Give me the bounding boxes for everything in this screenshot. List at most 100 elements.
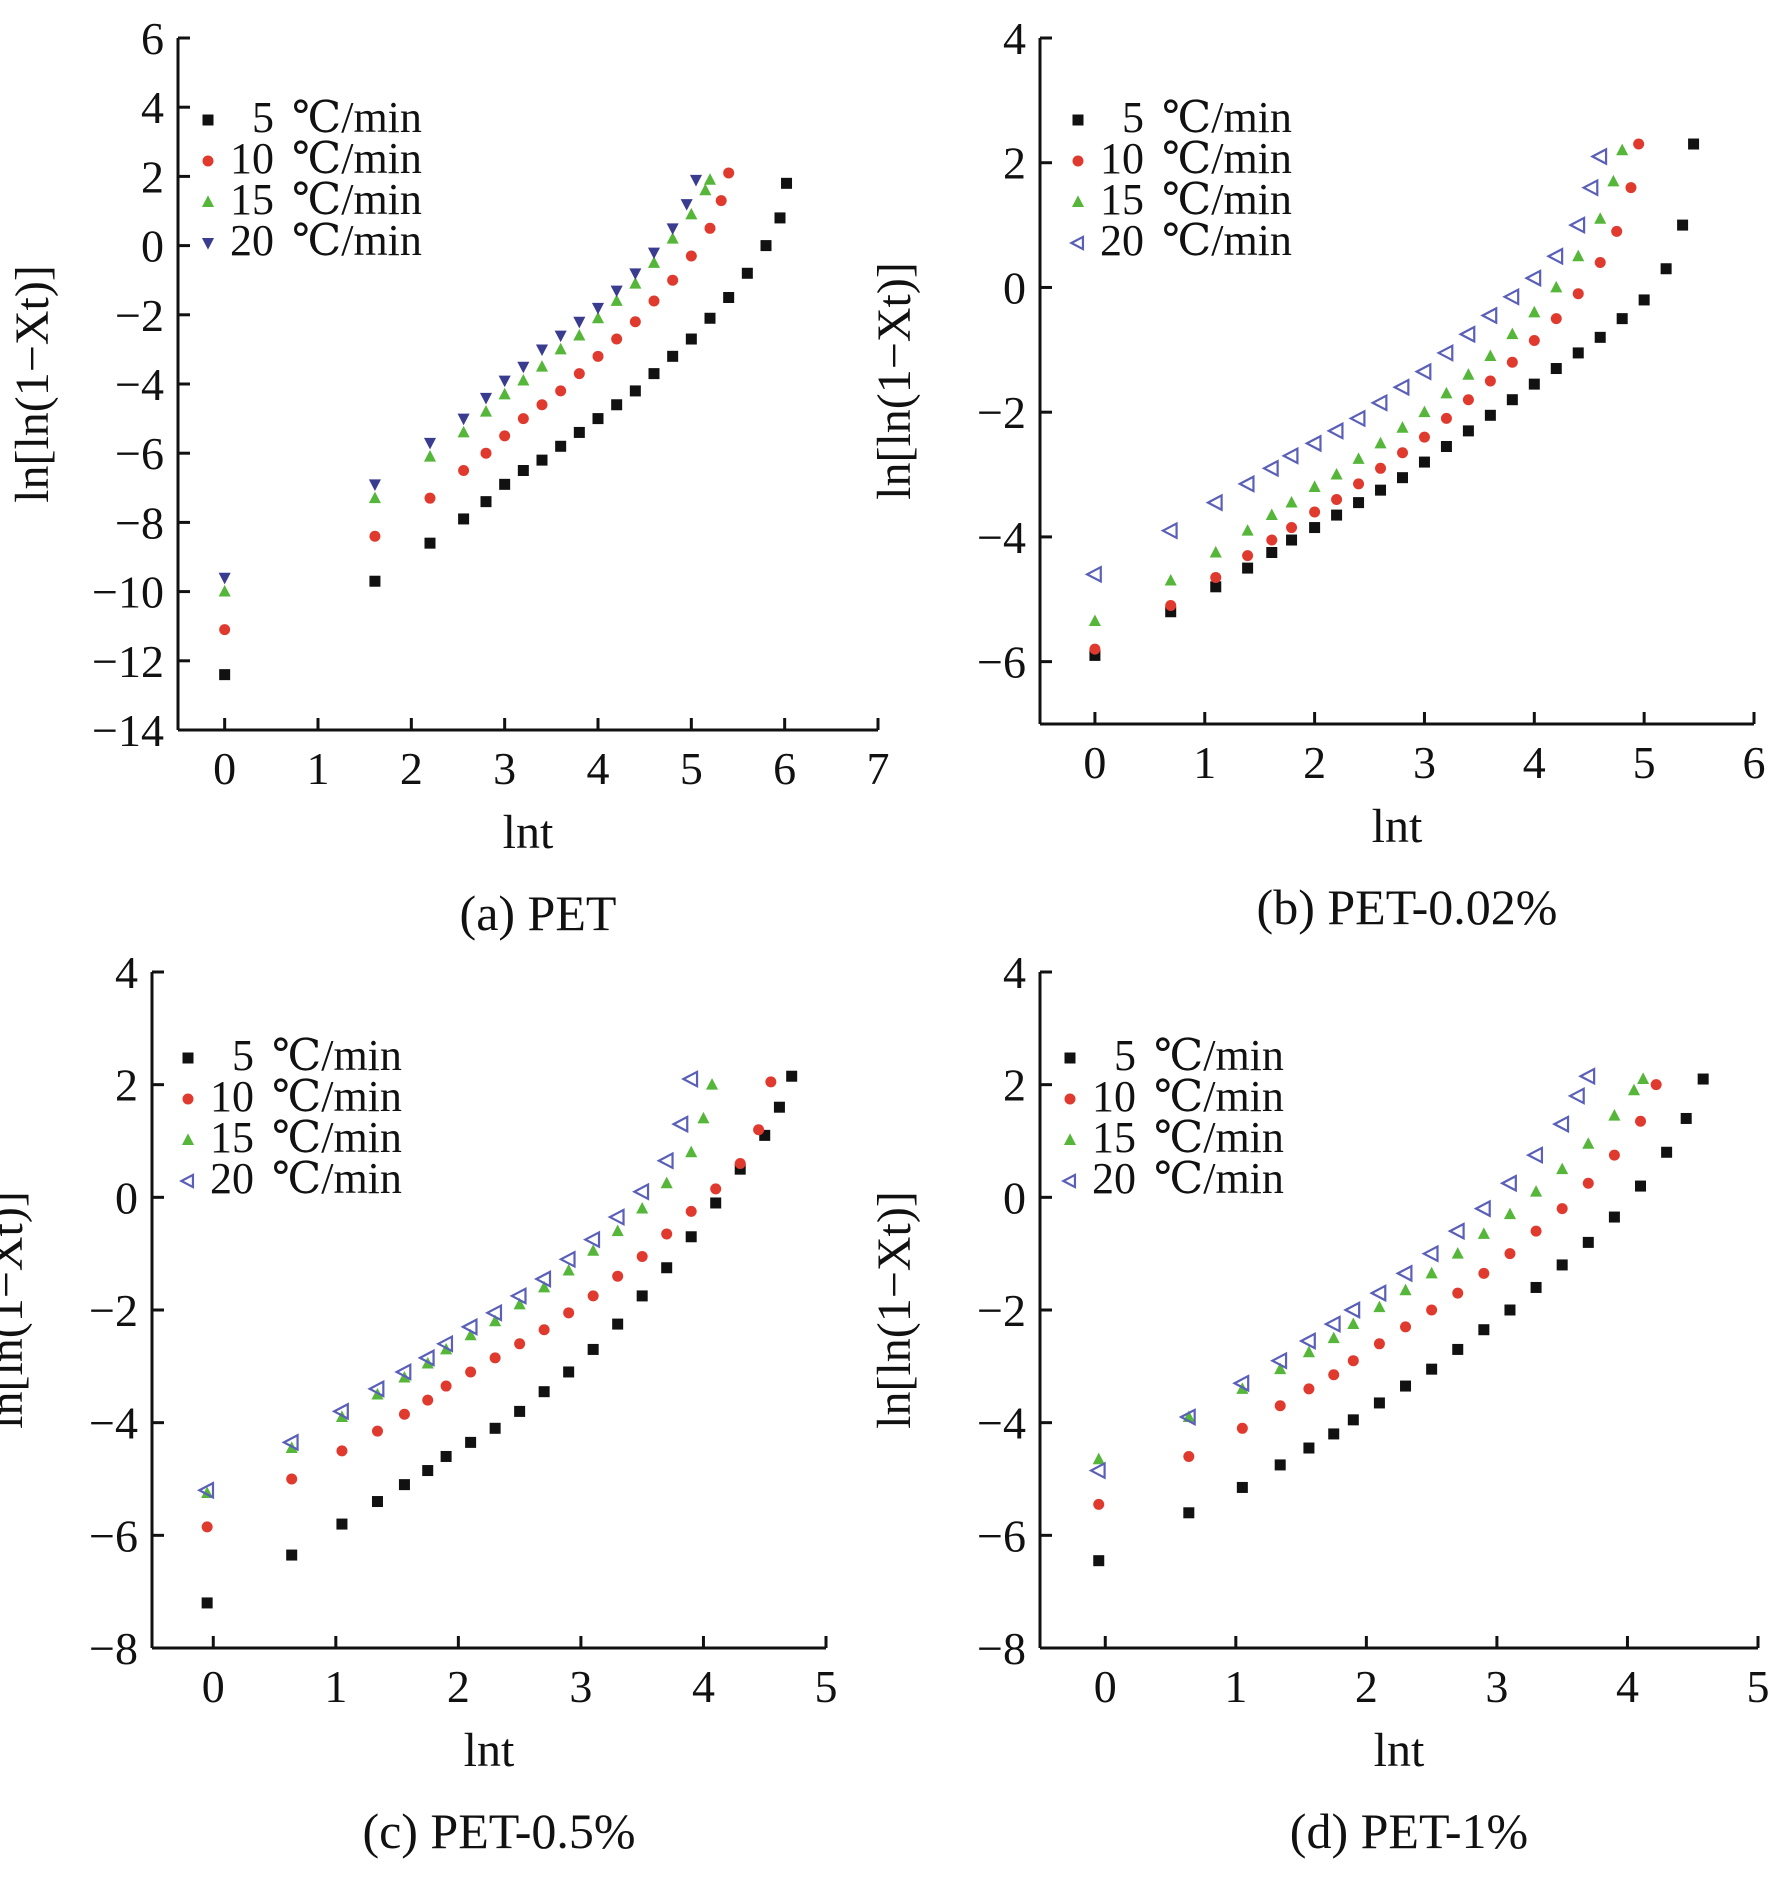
data-point [1550, 280, 1563, 293]
data-point [1530, 1225, 1542, 1237]
data-point [1328, 1369, 1340, 1381]
data-point [671, 1115, 689, 1134]
data-point [1680, 1112, 1692, 1124]
data-point [1440, 440, 1452, 452]
data-point [218, 585, 231, 597]
data-point [1440, 412, 1452, 424]
data-point [1426, 1363, 1438, 1375]
data-point [703, 173, 717, 185]
data-point [636, 1290, 648, 1302]
series-5-points [1093, 1073, 1709, 1567]
data-point [1375, 462, 1387, 474]
legend-marker [182, 1052, 194, 1064]
legend-rate-value: 10 [210, 1072, 254, 1121]
data-point [1236, 1481, 1248, 1493]
data-point [1236, 1422, 1248, 1434]
y-tick-label: 6 [141, 13, 164, 64]
data-point [498, 387, 511, 400]
legend-marker [202, 114, 214, 126]
data-point [1326, 421, 1344, 440]
x-tick-label: 4 [1616, 1661, 1639, 1712]
y-tick-label: 2 [115, 1060, 138, 1111]
x-tick-label: 5 [1747, 1661, 1770, 1712]
data-point [484, 1303, 503, 1322]
x-tick-label: 4 [692, 1661, 715, 1712]
y-tick-label: −2 [977, 387, 1026, 438]
data-point [1210, 581, 1222, 593]
y-tick-label: −8 [115, 497, 164, 548]
data-point [1594, 212, 1607, 224]
legend: 5 ℃/min 10 ℃/min 15 ℃/min 20 ℃/min [1061, 1031, 1284, 1203]
data-point [1347, 1317, 1360, 1330]
data-point [371, 1425, 383, 1437]
data-point [689, 174, 703, 187]
data-point [1440, 386, 1453, 399]
data-point [1582, 1177, 1594, 1189]
legend-rate-value: 20 [230, 216, 274, 265]
y-tick-label: −10 [92, 567, 164, 618]
data-point [1530, 1281, 1542, 1293]
data-point [1572, 249, 1585, 262]
x-tick-label: 0 [1083, 737, 1106, 788]
data-point [218, 572, 231, 585]
data-point [1484, 409, 1496, 421]
data-point [1436, 343, 1454, 362]
data-point [563, 1366, 575, 1378]
y-axis-label: ln[ln(1−Xt)] [0, 1191, 33, 1429]
legend-rate-value: 15 [210, 1113, 254, 1162]
data-point [1480, 306, 1498, 325]
data-point [1392, 378, 1410, 397]
data-point [753, 1124, 765, 1136]
data-point [1399, 1283, 1412, 1296]
data-point [1088, 1461, 1106, 1480]
data-point [1484, 375, 1496, 387]
data-point [479, 392, 493, 405]
data-point [1242, 562, 1254, 574]
data-point [710, 1197, 722, 1209]
y-tick-label: −6 [977, 637, 1026, 688]
legend: 5 ℃/min 10 ℃/min 15 ℃/min 20 ℃/min [1069, 93, 1292, 265]
data-point [1421, 1244, 1439, 1263]
data-point [1396, 447, 1408, 459]
data-point [394, 1362, 412, 1381]
data-point [554, 342, 567, 355]
data-point [1581, 178, 1599, 197]
x-tick-label: 3 [1485, 1661, 1508, 1712]
series-10-points [1093, 1079, 1662, 1510]
data-point [1261, 459, 1279, 478]
legend-rate-value: 5 [1114, 1031, 1136, 1080]
data-point [1582, 1236, 1594, 1248]
x-tick-label: 0 [213, 743, 236, 794]
data-point [656, 1151, 674, 1170]
data-point [573, 328, 586, 341]
data-point [517, 361, 530, 374]
data-point [368, 479, 381, 491]
x-tick-label: 5 [1633, 737, 1656, 788]
x-tick-label: 3 [493, 743, 516, 794]
x-tick-label: 5 [815, 1661, 838, 1712]
data-point [1395, 1264, 1413, 1283]
legend-rate-value: 10 [230, 134, 274, 183]
data-point [1552, 1115, 1570, 1134]
legend-rate-unit: ℃/min [1154, 1113, 1284, 1162]
legend-marker [182, 1093, 194, 1105]
data-point [1303, 1383, 1315, 1395]
data-point [1270, 1351, 1288, 1370]
legend-rate-value: 5 [1122, 93, 1144, 142]
data-point [369, 530, 381, 542]
data-point [1330, 467, 1343, 480]
data-point [612, 1270, 624, 1282]
data-point [1281, 446, 1299, 465]
legend-marker [1072, 155, 1084, 167]
data-point [685, 1145, 698, 1158]
y-axis-label: ln[ln(1−Xt)] [868, 262, 921, 500]
data-point [1546, 247, 1564, 266]
data-point [464, 1328, 477, 1341]
data-point [1237, 474, 1255, 493]
data-point [1089, 643, 1101, 655]
series-5-points [219, 177, 793, 681]
data-point [1661, 1146, 1673, 1158]
data-point [648, 368, 660, 380]
